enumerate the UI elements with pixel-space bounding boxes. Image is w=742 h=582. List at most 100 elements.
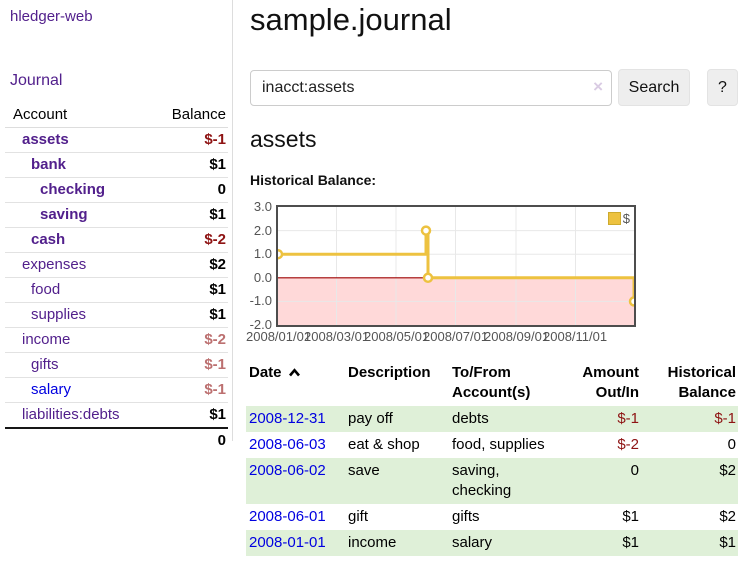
register-row[interactable]: 2008-01-01 income salary $1 $1	[246, 530, 738, 556]
register-table: Date Description To/From Account(s) Amou…	[246, 360, 738, 556]
transaction-description: save	[348, 462, 380, 479]
search-form: × Search ?	[250, 69, 738, 106]
account-balance: $1	[148, 277, 228, 303]
transaction-date-link[interactable]: 2008-06-02	[249, 462, 326, 479]
account-row: supplies $1	[5, 302, 228, 328]
accounts-total-value: 0	[148, 427, 228, 453]
account-row: expenses $2	[5, 252, 228, 278]
accounts-total-row: 0	[5, 427, 228, 453]
transaction-amount: $-2	[617, 436, 639, 453]
register-row[interactable]: 2008-06-02 save saving, checking 0 $2	[246, 458, 738, 504]
chart-plot-area	[278, 207, 634, 325]
chart-title-label: Historical Balance:	[250, 172, 377, 188]
legend-label: $	[622, 211, 630, 226]
y-tick-label: 1.0	[253, 246, 272, 261]
register-header-accounts: To/From Account(s)	[452, 364, 531, 401]
legend-swatch-icon	[607, 212, 621, 225]
account-link-supplies[interactable]: supplies	[31, 306, 87, 323]
account-link-cash[interactable]: cash	[31, 231, 66, 248]
page-title: sample.journal	[250, 2, 452, 37]
account-row: saving $1	[5, 202, 228, 228]
register-row[interactable]: 2008-06-01 gift gifts $1 $2	[246, 504, 738, 530]
transaction-amount: 0	[630, 462, 639, 479]
account-balance: 0	[148, 177, 228, 203]
transaction-date-link[interactable]: 2008-06-03	[249, 436, 326, 453]
transaction-balance: $1	[719, 534, 736, 551]
register-header-description: Description	[348, 364, 431, 381]
account-balance: $-1	[148, 352, 228, 378]
y-tick-label: 2.0	[253, 223, 272, 238]
account-link-expenses[interactable]: expenses	[22, 256, 87, 273]
sidebar-item-journal[interactable]: Journal	[10, 72, 63, 89]
historical-balance-chart[interactable]: 3.0 2.0 1.0 0.0 -1.0 -2.0 2008/01/01 200…	[246, 199, 636, 344]
register-header-balance: Historical Balance	[667, 364, 736, 401]
transaction-accounts: gifts	[452, 508, 480, 525]
register-header-amount: Amount Out/In	[582, 364, 639, 401]
transaction-description: eat & shop	[348, 436, 420, 453]
account-link-checking[interactable]: checking	[40, 181, 106, 198]
account-balance: $-2	[148, 327, 228, 353]
transaction-balance: $2	[719, 462, 736, 479]
x-tick-label: 2008/09/01	[484, 329, 550, 344]
account-row: bank $1	[5, 152, 228, 178]
account-row: income $-2	[5, 327, 228, 353]
account-link-income[interactable]: income	[22, 331, 71, 348]
register-row[interactable]: 2008-12-31 pay off debts $-1 $-1	[246, 406, 738, 432]
transaction-description: pay off	[348, 410, 393, 427]
transaction-accounts: debts	[452, 410, 489, 427]
account-balance: $-2	[148, 227, 228, 253]
accounts-header-balance: Balance	[148, 103, 228, 128]
account-balance: $-1	[148, 377, 228, 403]
account-link-bank[interactable]: bank	[31, 156, 67, 173]
account-link-food[interactable]: food	[31, 281, 61, 298]
x-tick-label: 2008/03/01	[304, 329, 370, 344]
account-row: checking 0	[5, 177, 228, 203]
clear-search-icon[interactable]: ×	[593, 76, 603, 96]
account-link-assets[interactable]: assets	[22, 131, 69, 148]
app-brand-link[interactable]: hledger-web	[10, 8, 93, 25]
register-header-date[interactable]: Date	[246, 360, 345, 406]
account-link-saving[interactable]: saving	[40, 206, 88, 223]
data-point-markers	[278, 225, 634, 307]
accounts-header-account: Account	[5, 103, 149, 128]
accounts-table: Account Balance assets $-1 bank $1 check…	[5, 103, 228, 453]
transaction-accounts: saving, checking	[452, 462, 512, 499]
account-row: liabilities:debts $1	[5, 402, 228, 429]
x-tick-label: 2008/11/01	[543, 329, 608, 344]
account-balance: $1	[148, 152, 228, 178]
account-link-gifts[interactable]: gifts	[31, 356, 59, 373]
transaction-amount: $1	[622, 508, 639, 525]
x-tick-label: 2008/05/01	[364, 329, 430, 344]
search-button[interactable]: Search	[618, 69, 690, 106]
transaction-date-link[interactable]: 2008-06-01	[249, 508, 326, 525]
account-row: cash $-2	[5, 227, 228, 253]
sidebar: hledger-web Journal Account Balance asse…	[0, 0, 233, 453]
transaction-amount: $1	[622, 534, 639, 551]
date-header-label: Date	[249, 364, 282, 381]
account-link-salary[interactable]: salary	[31, 381, 72, 398]
transaction-amount: $-1	[617, 410, 639, 427]
account-link-liabilities-debts[interactable]: liabilities:debts	[22, 406, 120, 423]
y-tick-label: 0.0	[253, 270, 272, 285]
account-row: food $1	[5, 277, 228, 303]
transaction-date-link[interactable]: 2008-12-31	[249, 410, 326, 427]
search-input[interactable]	[250, 69, 612, 106]
y-tick-label: 3.0	[253, 199, 272, 214]
transaction-description: gift	[348, 508, 369, 525]
y-tick-label: -2.0	[249, 317, 272, 332]
account-row: assets $-1	[5, 127, 228, 153]
account-balance: $1	[148, 302, 228, 328]
account-balance: $1	[148, 202, 228, 228]
y-tick-label: -1.0	[249, 293, 272, 308]
caret-up-icon	[288, 363, 301, 383]
register-row[interactable]: 2008-06-03 eat & shop food, supplies $-2…	[246, 432, 738, 458]
transaction-accounts: food, supplies	[452, 436, 545, 453]
transaction-date-link[interactable]: 2008-01-01	[249, 534, 326, 551]
help-button[interactable]: ?	[707, 69, 738, 106]
transaction-balance: $-1	[714, 410, 736, 427]
transaction-balance: $2	[719, 508, 736, 525]
chart-legend: $	[607, 211, 630, 226]
account-row: salary $-1	[5, 377, 228, 403]
account-balance: $2	[148, 252, 228, 278]
transaction-balance: 0	[727, 436, 736, 453]
